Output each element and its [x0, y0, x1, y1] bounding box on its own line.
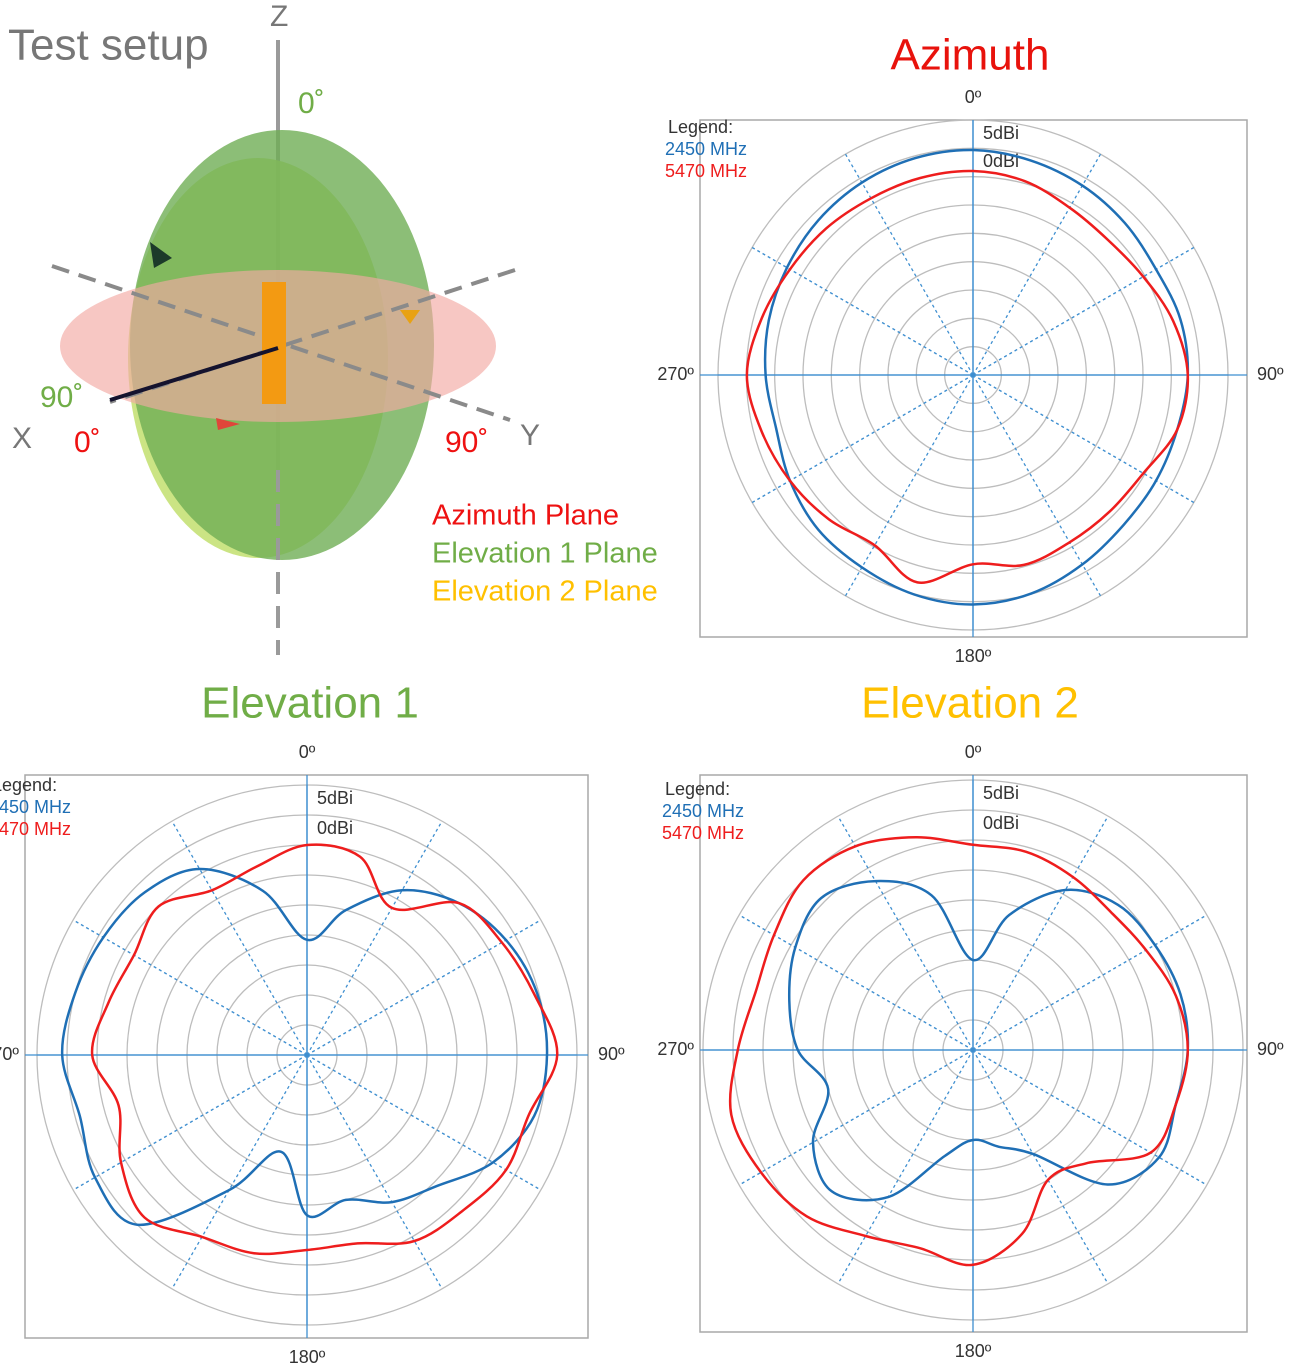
spoke-grid — [972, 374, 1102, 597]
setup-title: Test setup — [8, 21, 209, 70]
spoke-grid — [837, 815, 974, 1051]
polar-chart: Elevation 2 0º 90º 180º 270º 5dBi 0dBi Legend:2… — [657, 679, 1284, 1361]
azimuth-zero-label: 0˚ — [74, 426, 101, 459]
polar-chart: Elevation 1 0º 90º 180º 270º 5dBi 0dBi Legend:2… — [0, 679, 625, 1364]
theta-tick-label: 180º — [289, 1347, 326, 1364]
spoke-grid — [171, 820, 308, 1056]
theta-tick-label: 180º — [955, 1341, 992, 1361]
theta-tick-label: 270º — [657, 364, 694, 384]
r-tick-label: 0dBi — [983, 813, 1019, 833]
legend-title: Legend: — [0, 775, 57, 795]
arrow — [150, 242, 172, 268]
spoke-grid — [738, 914, 974, 1051]
spoke-grid — [306, 820, 443, 1056]
pattern-line — [787, 879, 1190, 1202]
spoke-grid — [837, 1049, 974, 1285]
legend-entry: 2450 MHz — [662, 801, 744, 821]
pattern-line — [745, 169, 1190, 584]
theta-tick-label: 0º — [965, 87, 982, 107]
spoke-grid — [972, 815, 1109, 1051]
plane-label: Elevation 2 Plane — [432, 576, 658, 608]
arrow — [216, 418, 240, 430]
cable — [109, 346, 279, 402]
pattern-line — [60, 867, 549, 1226]
test-setup: Test setup Z 0˚ 90˚ X 0˚ 90˚ Y Azimuth P… — [8, 0, 658, 655]
arrow — [400, 310, 420, 324]
legend-entry: 2450 MHz — [0, 797, 71, 817]
r-tick-label: 5dBi — [317, 788, 353, 808]
y-label: Y — [520, 419, 540, 452]
spoke-grid — [844, 153, 974, 376]
spoke-grid — [972, 153, 1102, 376]
r-tick-label: 0dBi — [983, 151, 1019, 171]
legend-title: Legend: — [668, 117, 733, 137]
spoke-grid — [171, 1054, 308, 1290]
chart-title: Azimuth — [891, 31, 1050, 80]
pattern-line — [90, 843, 559, 1256]
theta-tick-label: 0º — [299, 742, 316, 762]
legend-entry: 5470 MHz — [662, 823, 744, 843]
theta-tick-label: 180º — [955, 646, 992, 666]
z-label: Z — [270, 0, 288, 33]
theta-tick-label: 270º — [657, 1039, 694, 1059]
elevation-zero-label: 0˚ — [298, 87, 325, 120]
plane-label: Azimuth Plane — [432, 500, 619, 532]
theta-tick-label: 90º — [1257, 1039, 1284, 1059]
spoke-grid — [972, 1049, 1109, 1285]
theta-tick-label: 270º — [0, 1044, 19, 1064]
axis-line — [109, 268, 516, 404]
elevation-ninety-label: 90˚ — [40, 381, 83, 414]
spoke-grid — [972, 1049, 1208, 1186]
plane-label: Elevation 1 Plane — [432, 538, 658, 570]
theta-tick-label: 90º — [1257, 364, 1284, 384]
spoke-grid — [72, 919, 308, 1056]
pattern-line — [728, 836, 1190, 1267]
antenna — [262, 282, 286, 404]
legend-entry: 5470 MHz — [0, 819, 71, 839]
r-tick-label: 5dBi — [983, 123, 1019, 143]
chart-title: Elevation 2 — [861, 679, 1079, 728]
spoke-grid — [306, 1054, 542, 1191]
theta-tick-label: 90º — [598, 1044, 625, 1064]
pattern-line — [763, 148, 1190, 606]
spoke-grid — [738, 1049, 974, 1186]
legend-entry: 2450 MHz — [665, 139, 747, 159]
legend-title: Legend: — [665, 779, 730, 799]
legend-entry: 5470 MHz — [665, 161, 747, 181]
spoke-grid — [844, 374, 974, 597]
theta-tick-label: 0º — [965, 742, 982, 762]
spoke-grid — [306, 1054, 443, 1290]
azimuth-ninety-label: 90˚ — [445, 426, 488, 459]
x-label: X — [12, 422, 32, 455]
r-tick-label: 5dBi — [983, 783, 1019, 803]
spoke-grid — [972, 914, 1208, 1051]
polar-chart: Azimuth 0º 90º 180º 270º 5dBi 0dBi Legend:2450 … — [657, 31, 1284, 666]
chart-title: Elevation 1 — [201, 679, 419, 728]
spoke-grid — [72, 1054, 308, 1191]
r-tick-label: 0dBi — [317, 818, 353, 838]
